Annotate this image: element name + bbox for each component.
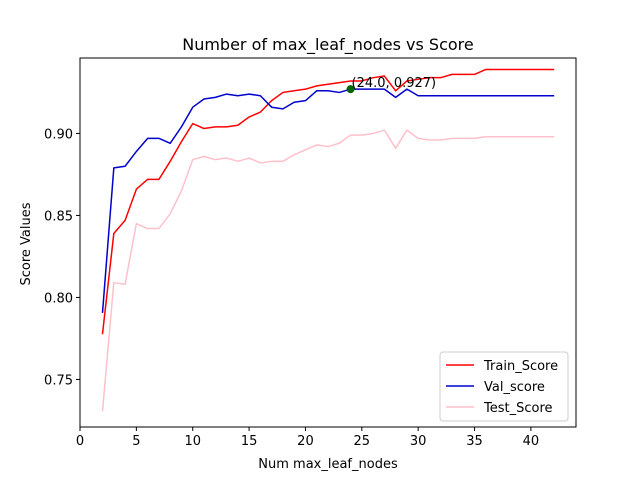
y-tick-label: 0.90 bbox=[44, 127, 73, 142]
series-line-2 bbox=[101, 88, 555, 314]
legend-label-1: Train_Score bbox=[483, 359, 558, 374]
axes-frame bbox=[79, 57, 577, 428]
y-tick-label: 0.75 bbox=[44, 373, 73, 388]
series-line-1 bbox=[101, 68, 555, 335]
x-tick-label: 35 bbox=[466, 434, 483, 449]
annotation-layer: (24.0, 0.927) bbox=[346, 76, 437, 94]
y-tick-label: 0.85 bbox=[44, 209, 73, 224]
annotation-marker bbox=[346, 85, 355, 94]
annotation-label: (24.0, 0.927) bbox=[352, 76, 437, 91]
x-tick-label: 25 bbox=[354, 434, 371, 449]
legend: Train_Score Val_score Test_Score bbox=[439, 351, 569, 422]
legend-label-3: Test_Score bbox=[483, 401, 553, 416]
axes-layer: 0 5 10 15 20 25 30 35 40 0.75 0.80 0.85 0.90 bbox=[44, 57, 577, 449]
x-tick-label: 10 bbox=[184, 434, 201, 449]
y-axis-label: Score Values bbox=[19, 202, 34, 285]
x-tick-label: 5 bbox=[132, 434, 140, 449]
x-tick-label: 30 bbox=[410, 434, 427, 449]
series-line-3 bbox=[101, 129, 555, 412]
legend-label-2: Val_score bbox=[484, 380, 545, 395]
legend-box bbox=[439, 351, 569, 422]
y-tick-label: 0.80 bbox=[44, 291, 73, 306]
series-layer bbox=[101, 68, 555, 412]
chart-title: Number of max_leaf_nodes vs Score bbox=[182, 35, 474, 55]
x-tick-label: 15 bbox=[241, 434, 258, 449]
x-tick-label: 20 bbox=[297, 434, 314, 449]
x-tick-label: 0 bbox=[76, 434, 84, 449]
x-tick-label: 40 bbox=[523, 434, 540, 449]
x-axis-label: Num max_leaf_nodes bbox=[258, 457, 398, 472]
